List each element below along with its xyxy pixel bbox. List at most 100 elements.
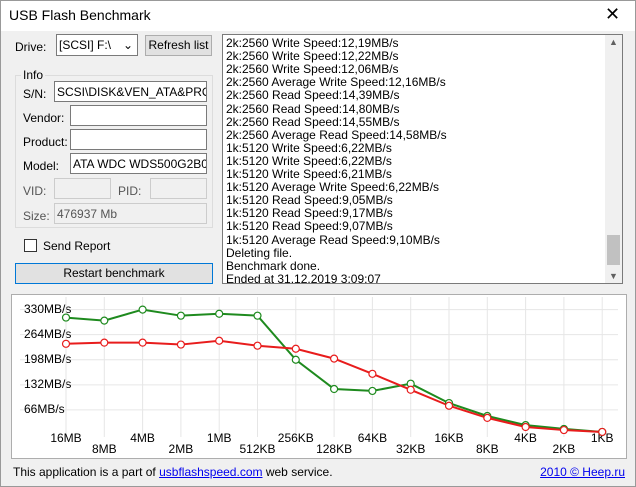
data-point xyxy=(291,344,300,353)
log-line: 1k:5120 Write Speed:6,21MB/s xyxy=(226,167,392,181)
vendor-label: Vendor: xyxy=(23,111,65,125)
data-point xyxy=(138,305,147,314)
footer-after: web service. xyxy=(265,465,333,479)
log-line: 2k:2560 Read Speed:14,55MB/s xyxy=(226,114,400,129)
data-point xyxy=(61,313,71,322)
footer-text: This application is a part of usbflashsp… xyxy=(13,465,333,479)
window-title: USB Flash Benchmark xyxy=(9,7,151,23)
y-tick-label: 132MB/s xyxy=(24,377,71,391)
info-label: Info xyxy=(21,68,46,82)
log-box[interactable]: ▲ ▼ 2k:2560 Write Speed:12,19MB/s 2k:2560… xyxy=(222,34,623,284)
y-tick-label: 198MB/s xyxy=(24,352,71,366)
log-line: 1k:5120 Read Speed:9,17MB/s xyxy=(226,206,393,221)
log-line: Ended at 31.12.2019 3:09:07 xyxy=(226,271,381,284)
x-tick-label: 64KB xyxy=(358,431,387,445)
pid-label: PID: xyxy=(118,184,142,198)
data-point xyxy=(291,355,300,364)
log-line: 2k:2560 Read Speed:14,39MB/s xyxy=(226,88,400,103)
footer-copyright[interactable]: 2010 © Heep.ru xyxy=(540,465,625,479)
x-tick-label: 8KB xyxy=(476,442,499,456)
data-point xyxy=(100,338,109,347)
footer-link[interactable]: usbflashspeed.com xyxy=(159,465,263,479)
restart-button[interactable]: Restart benchmark xyxy=(15,263,213,284)
x-tick-label: 8MB xyxy=(92,442,117,456)
send-report-label[interactable]: Send Report xyxy=(43,239,111,253)
model-field[interactable]: ATA WDC WDS500G2B0A xyxy=(70,153,207,174)
info-group xyxy=(15,75,213,228)
x-tick-label: 4MB xyxy=(130,431,155,445)
data-point xyxy=(253,341,262,350)
log-line: 1k:5120 Read Speed:9,05MB/s xyxy=(226,193,393,208)
log-line: 1k:5120 Average Read Speed:9,10MB/s xyxy=(226,232,440,247)
y-tick-label: 264MB/s xyxy=(24,327,71,341)
pid-field xyxy=(150,178,207,199)
y-tick-label: 330MB/s xyxy=(24,302,71,316)
product-label: Product: xyxy=(23,135,68,149)
data-point xyxy=(368,369,377,378)
size-label: Size: xyxy=(23,209,50,223)
data-point xyxy=(61,339,71,348)
sn-field[interactable]: SCSI\DISK&VEN_ATA&PROD_ xyxy=(54,81,207,102)
data-point xyxy=(559,425,569,435)
x-tick-label: 256KB xyxy=(278,431,314,445)
log-line: Benchmark done. xyxy=(226,258,321,273)
vendor-field[interactable] xyxy=(70,105,207,126)
x-tick-label: 16KB xyxy=(434,431,463,445)
data-point xyxy=(444,401,454,410)
log-line: 2k:2560 Read Speed:14,80MB/s xyxy=(226,101,400,116)
log-line: 2k:2560 Write Speed:12,22MB/s xyxy=(226,49,399,64)
chart: 66MB/s 132MB/s 198MB/s 264MB/s 330MB/s 16MB 8M… xyxy=(20,297,618,456)
data-point xyxy=(215,336,224,345)
x-tick-label: 2MB xyxy=(169,442,194,456)
footer-before: This application is a part of xyxy=(13,465,156,479)
data-point xyxy=(406,385,415,394)
data-point xyxy=(598,427,607,437)
log-line: 2k:2560 Average Write Speed:12,16MB/s xyxy=(226,75,446,90)
log-line: 2k:2560 Write Speed:12,06MB/s xyxy=(226,62,399,77)
title-bar xyxy=(1,1,635,31)
drive-value: [SCSI] F:\ xyxy=(59,38,112,52)
data-point xyxy=(253,311,262,320)
data-point xyxy=(330,384,339,394)
data-point xyxy=(521,422,530,432)
data-point xyxy=(138,338,147,347)
data-point xyxy=(368,386,377,396)
log-line: 1k:5120 Average Write Speed:6,22MB/s xyxy=(226,180,440,195)
log-line: 2k:2560 Write Speed:12,19MB/s xyxy=(226,36,399,50)
data-point xyxy=(483,413,492,423)
size-field: 476937 Mb xyxy=(54,203,207,224)
log-line: 1k:5120 Read Speed:9,07MB/s xyxy=(226,219,393,234)
drive-label: Drive: xyxy=(15,40,47,54)
send-report-checkbox[interactable] xyxy=(24,239,37,252)
x-tick-label: 32KB xyxy=(396,442,425,456)
chart-panel: 66MB/s 132MB/s 198MB/s 264MB/s 330MB/s 16MB 8M… xyxy=(11,294,627,459)
log-line: 1k:5120 Write Speed:6,22MB/s xyxy=(226,140,392,155)
data-point xyxy=(176,340,185,349)
close-button[interactable]: ✕ xyxy=(605,4,621,24)
scrollbar[interactable]: ▲ ▼ xyxy=(605,35,622,283)
x-tick-label: 128KB xyxy=(316,442,352,456)
log-line: 2k:2560 Average Read Speed:14,58MB/s xyxy=(226,127,447,142)
sn-label: S/N: xyxy=(23,87,47,101)
x-tick-label: 1KB xyxy=(591,431,614,445)
x-tick-label: 4KB xyxy=(514,431,537,445)
y-tick-label: 66MB/s xyxy=(24,402,65,416)
log-line: Deleting file. xyxy=(226,245,293,260)
data-point xyxy=(100,316,109,325)
x-tick-label: 512KB xyxy=(239,442,275,456)
vid-field xyxy=(54,178,111,199)
vid-label: VID: xyxy=(23,184,47,198)
data-point xyxy=(215,309,224,318)
log-line: 1k:5120 Write Speed:6,22MB/s xyxy=(226,153,392,168)
x-tick-label: 16MB xyxy=(50,431,81,445)
data-point xyxy=(330,354,339,363)
model-label: Model: xyxy=(23,159,60,173)
copyright-link[interactable]: 2010 © Heep.ru xyxy=(540,465,625,479)
data-point xyxy=(176,311,185,320)
x-tick-label: 1MB xyxy=(207,431,232,445)
refresh-button[interactable]: Refresh list xyxy=(145,35,212,56)
product-field[interactable] xyxy=(70,129,207,150)
drive-select[interactable]: [SCSI] F:\ ⌄ xyxy=(56,34,138,56)
x-tick-label: 2KB xyxy=(553,442,576,456)
